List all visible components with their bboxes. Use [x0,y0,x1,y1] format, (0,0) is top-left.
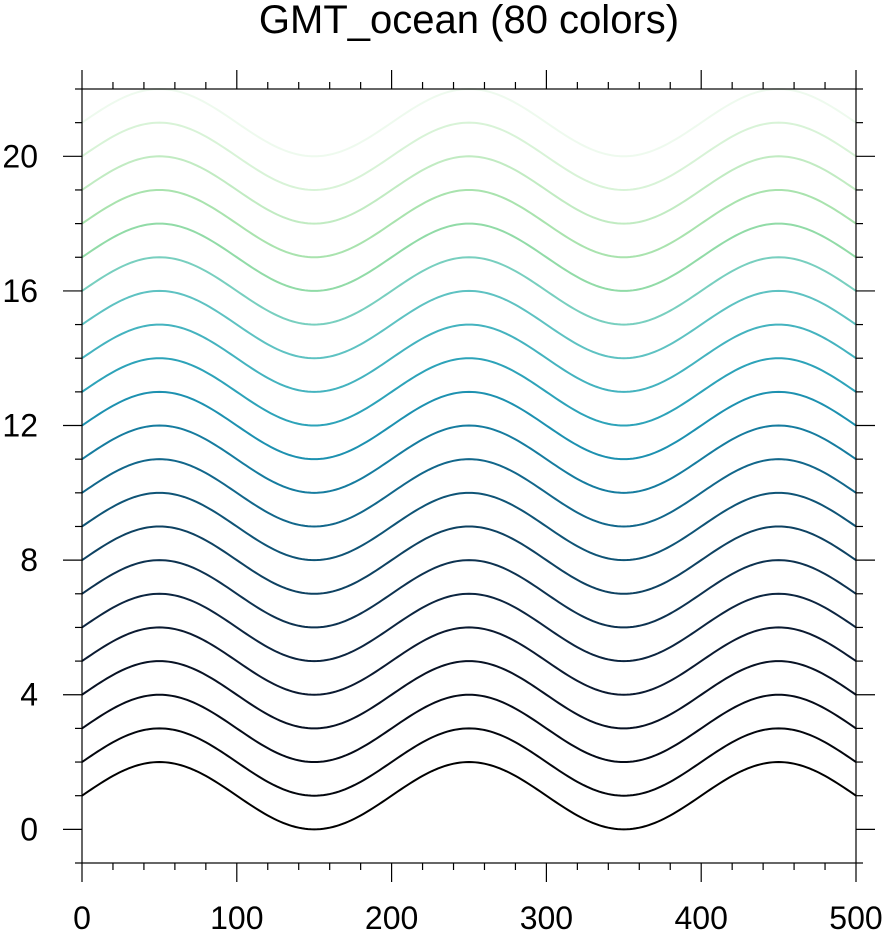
series-line-17 [81,188,857,259]
series-line-4 [81,626,857,696]
series-line-9 [81,458,857,528]
series-line-16 [81,222,857,292]
series-line-1 [81,727,857,797]
x-tick-label: 500 [829,900,882,935]
x-tick-label: 200 [365,900,418,935]
y-tick-label: 12 [2,408,38,444]
series-line-10 [81,424,857,494]
x-tick-label: 300 [520,900,573,935]
series-line-8 [81,491,857,562]
y-tick-label: 0 [20,811,38,847]
series-line-5 [81,592,857,663]
y-tick-label: 20 [2,138,38,174]
y-tick-label: 8 [20,542,38,578]
axis-layer: 0 100 200 300 400 500 0 4 8 12 16 20 [2,70,883,935]
series-line-18 [81,155,857,225]
series-line-7 [81,525,857,595]
series-line-19 [81,121,857,191]
series-line-6 [81,559,857,629]
y-tick-label: 4 [20,677,38,713]
series-line-13 [81,323,857,393]
x-tick-label: 100 [210,900,263,935]
series-line-14 [81,289,857,360]
series-line-0 [81,761,857,831]
series-line-12 [81,357,857,427]
series-line-3 [81,660,857,730]
series-line-15 [81,256,857,326]
y-tick-label: 16 [2,273,38,309]
x-tick-label: 0 [73,900,91,935]
chart-title: GMT_ocean (80 colors) [259,0,679,42]
x-tick-label: 400 [675,900,728,935]
series-layer [81,87,857,831]
series-line-11 [81,390,857,461]
series-line-2 [81,693,857,764]
plot-frame [81,88,857,864]
